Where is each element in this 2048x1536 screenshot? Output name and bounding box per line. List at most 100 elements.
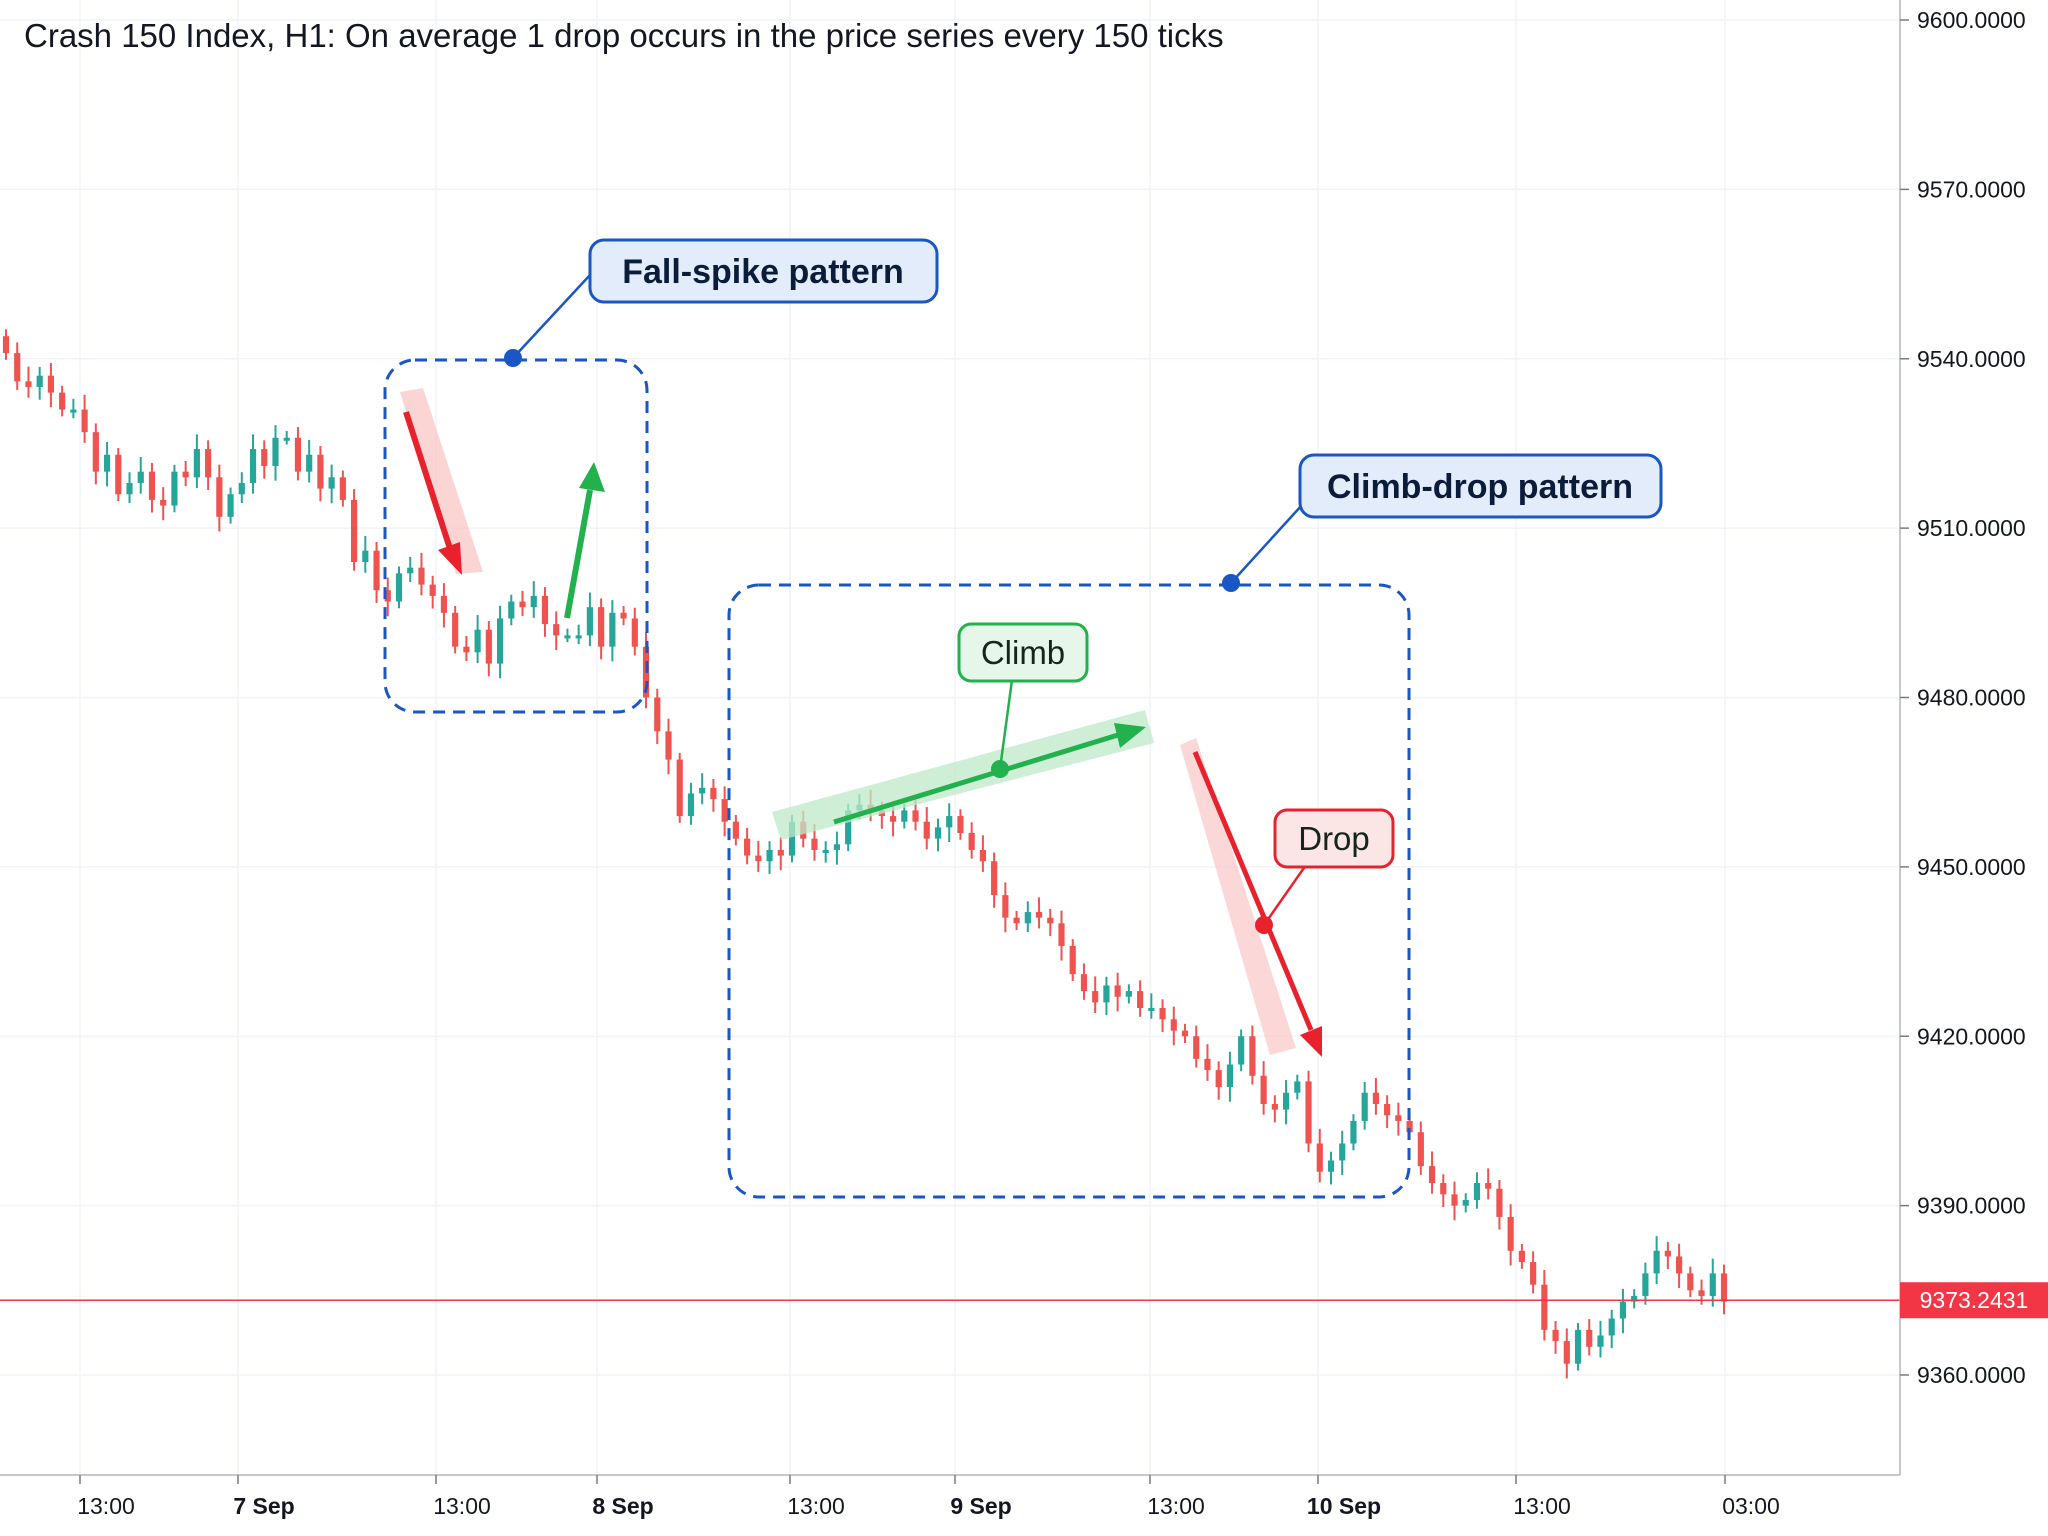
candle	[1327, 1151, 1335, 1185]
x-tick-label: 7 Sep	[233, 1493, 294, 1519]
candle-body	[452, 612, 459, 647]
y-tick-label: 9450.0000	[1917, 854, 2026, 880]
candle	[710, 779, 717, 812]
candle	[732, 814, 739, 846]
candle-body	[1507, 1216, 1514, 1251]
candle-body	[1451, 1194, 1458, 1206]
candle	[1372, 1078, 1379, 1115]
candle	[47, 362, 55, 408]
candle-body	[1215, 1070, 1222, 1088]
candle-body	[1125, 991, 1132, 997]
candle	[564, 628, 571, 643]
candle-body	[1013, 917, 1020, 924]
candle	[160, 487, 167, 521]
candle-body	[1597, 1335, 1604, 1347]
candle-body	[1473, 1183, 1481, 1200]
candle	[1709, 1258, 1716, 1307]
candle-body	[1563, 1341, 1570, 1364]
candle-body	[474, 629, 481, 653]
candle	[351, 489, 358, 571]
candle-body	[1069, 945, 1076, 975]
candle	[1159, 999, 1166, 1033]
candle	[1608, 1309, 1615, 1349]
candle-body	[1619, 1301, 1627, 1319]
candle-body	[1080, 974, 1088, 992]
candle	[1664, 1242, 1671, 1270]
candle-body	[1137, 991, 1144, 1009]
candle-body	[1586, 1329, 1593, 1347]
candle-body	[1114, 985, 1121, 997]
candle	[687, 782, 695, 825]
candle-body	[1428, 1166, 1436, 1184]
candle	[991, 852, 998, 908]
candle	[418, 552, 425, 596]
current-price-label: 9373.2431	[1920, 1287, 2029, 1313]
candle-body	[519, 601, 526, 608]
x-tick-label: 13:00	[1147, 1493, 1205, 1519]
candle	[631, 607, 638, 656]
candle-body	[2, 336, 10, 354]
candle-body	[541, 595, 549, 625]
candle-body	[1384, 1104, 1391, 1116]
fall-arrow-head	[438, 542, 462, 575]
candle-body	[351, 499, 358, 562]
candle-body	[699, 787, 706, 794]
candle-body	[283, 437, 290, 441]
drop-connector	[1262, 864, 1308, 926]
candle	[665, 718, 672, 775]
candle-body	[384, 590, 391, 602]
candle	[1440, 1174, 1447, 1208]
candle	[474, 615, 481, 664]
candle	[1013, 910, 1020, 931]
candle	[1047, 908, 1054, 937]
x-tick-label: 13:00	[787, 1493, 845, 1519]
candle	[1226, 1051, 1234, 1102]
candle	[766, 841, 773, 874]
candle	[1204, 1044, 1211, 1081]
candle-body	[81, 409, 88, 433]
fall-shadow	[400, 388, 483, 574]
candle	[115, 447, 122, 502]
candle-body	[216, 477, 223, 517]
candle-body	[676, 759, 683, 817]
candle-body	[1687, 1273, 1694, 1291]
candle	[1260, 1061, 1267, 1115]
candle-body	[912, 810, 919, 822]
candle-body	[36, 375, 43, 387]
y-tick-label: 9360.0000	[1917, 1362, 2026, 1388]
candle-body	[1159, 1008, 1166, 1020]
candle-body	[845, 810, 852, 845]
climb-drop-label: Climb-drop pattern	[1327, 468, 1633, 506]
candle-body	[496, 618, 504, 664]
y-tick-label: 9600.0000	[1917, 7, 2026, 33]
candle	[485, 620, 492, 677]
candle	[384, 577, 391, 617]
candle	[205, 440, 212, 491]
candle	[1137, 980, 1144, 1017]
candle-body	[968, 833, 975, 850]
candle-body	[126, 482, 133, 495]
candle-body	[463, 646, 470, 653]
candle-body	[485, 629, 492, 664]
candle	[1092, 976, 1099, 1014]
candle	[541, 587, 549, 637]
candle	[553, 611, 560, 651]
candle	[508, 594, 515, 626]
y-tick-label: 9420.0000	[1917, 1023, 2026, 1049]
candle-body	[1327, 1160, 1335, 1172]
candle-body	[182, 471, 189, 478]
candle	[979, 835, 986, 872]
candle	[654, 688, 661, 745]
x-tick-label: 8 Sep	[592, 1493, 653, 1519]
candle	[452, 606, 459, 654]
candle	[2, 329, 10, 360]
candle	[1530, 1251, 1537, 1294]
candle	[1631, 1289, 1638, 1309]
candle-body	[418, 567, 425, 585]
candle-body	[1339, 1143, 1346, 1161]
candle	[1417, 1121, 1424, 1175]
candle	[1720, 1264, 1728, 1315]
candle-body	[744, 838, 751, 856]
candle-body	[1552, 1329, 1559, 1342]
candle-body	[710, 787, 717, 800]
